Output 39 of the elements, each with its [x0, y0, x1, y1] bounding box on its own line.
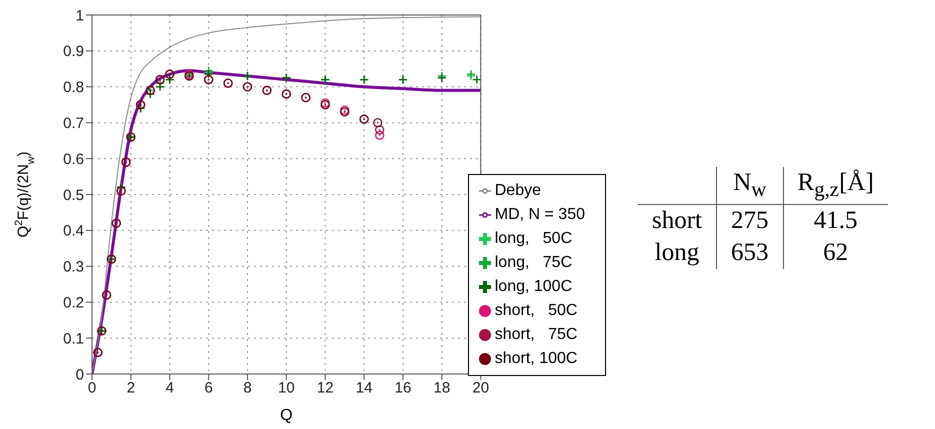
y-tick-label: 1: [76, 7, 84, 24]
legend-label: MD, N = 350: [494, 206, 585, 223]
x-tick-label: 16: [394, 380, 412, 397]
x-tick-label: 6: [204, 380, 213, 397]
text: 41.5: [814, 207, 858, 234]
x-tick-label: 10: [278, 380, 295, 397]
y-tick-label: 0.7: [63, 115, 84, 132]
legend-label: Debye: [494, 182, 541, 199]
legend-label: short, 100C: [494, 350, 578, 367]
y-tick-label: 0: [76, 366, 84, 384]
x-tick-label: 4: [166, 380, 174, 397]
y-tick-label: 0.8: [63, 79, 84, 96]
y-tick-label: 0.2: [63, 294, 84, 312]
legend-label: long, 100C: [494, 278, 572, 295]
legend-label: short, 75C: [494, 326, 578, 343]
legend-label: long, 50C: [494, 230, 572, 247]
text: 62: [823, 239, 848, 266]
x-tick-label: 12: [316, 380, 334, 397]
text: N$_{w}$: [733, 169, 766, 201]
text: 653: [731, 239, 768, 266]
y-tick-label: 0.9: [63, 43, 84, 60]
x-tick-label: 0: [88, 380, 96, 397]
x-tick-label: 14: [356, 380, 372, 397]
text: short: [652, 207, 702, 234]
legend-label: short, 50C: [494, 302, 578, 319]
legend-label: long, 75C: [494, 254, 572, 271]
y-tick-label: 0.3: [63, 258, 84, 276]
y-tick-label: 0.4: [63, 222, 84, 240]
text: long: [654, 239, 700, 266]
x-tick-label: 18: [434, 380, 450, 397]
y-tick-label: 0.5: [63, 186, 84, 204]
x-tick-label: 20: [472, 380, 490, 397]
x-axis-title: Q: [280, 407, 293, 424]
y-tick-label: 0.1: [63, 330, 84, 348]
text: 275: [731, 207, 768, 234]
text: R$_{g,z}$[Å]: [798, 169, 874, 201]
y-tick-label: 0.6: [63, 150, 84, 168]
x-tick-label: 8: [243, 380, 252, 397]
x-tick-label: 2: [126, 380, 136, 397]
